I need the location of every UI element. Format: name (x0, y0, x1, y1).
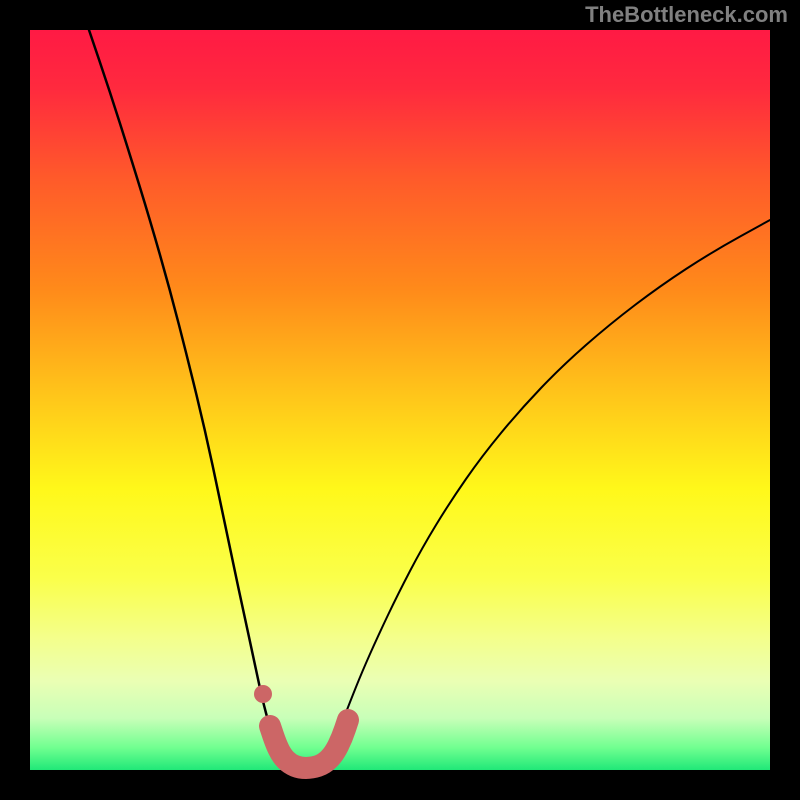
highlight-dot (254, 685, 272, 703)
watermark-text: TheBottleneck.com (585, 2, 788, 28)
plot-area (30, 30, 770, 770)
bottleneck-chart (0, 0, 800, 800)
chart-container: TheBottleneck.com (0, 0, 800, 800)
